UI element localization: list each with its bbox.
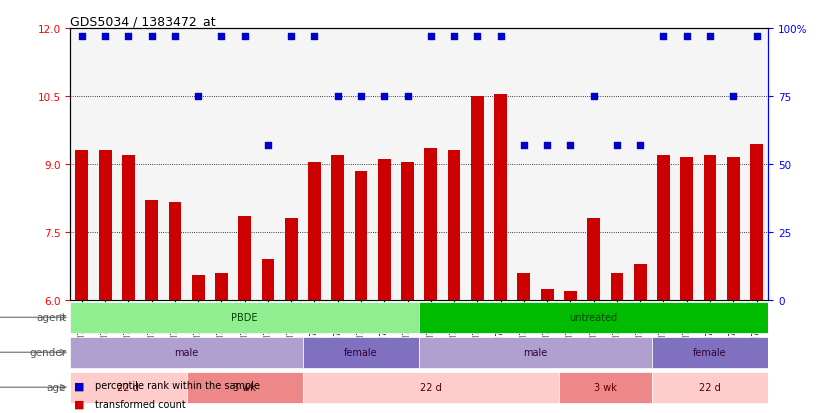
Bar xyxy=(564,291,577,300)
Bar xyxy=(308,162,320,300)
Point xyxy=(261,142,274,149)
Text: 3 wk: 3 wk xyxy=(233,382,256,392)
Point xyxy=(401,93,414,100)
Bar xyxy=(187,372,303,403)
Text: PBDE: PBDE xyxy=(231,313,258,323)
Bar xyxy=(303,337,420,368)
Text: transformed count: transformed count xyxy=(95,399,186,409)
Text: age: age xyxy=(47,382,66,392)
Bar xyxy=(70,337,303,368)
Bar xyxy=(657,155,670,300)
Point xyxy=(727,93,740,100)
Bar xyxy=(285,219,297,300)
Bar xyxy=(420,302,768,333)
Text: ■: ■ xyxy=(74,399,85,409)
Point xyxy=(98,34,112,40)
Bar xyxy=(239,216,251,300)
Bar xyxy=(471,97,484,300)
Bar xyxy=(425,149,437,300)
Bar xyxy=(420,337,652,368)
Bar xyxy=(750,144,763,300)
Bar xyxy=(518,273,530,300)
Bar xyxy=(215,273,228,300)
Point xyxy=(192,93,205,100)
Text: 3 wk: 3 wk xyxy=(594,382,617,392)
Point xyxy=(215,34,228,40)
Bar xyxy=(331,155,344,300)
Bar xyxy=(494,95,507,300)
Point xyxy=(494,34,507,40)
Point xyxy=(121,34,135,40)
Bar xyxy=(169,203,181,300)
Point xyxy=(564,142,577,149)
Bar xyxy=(727,158,739,300)
Text: ■: ■ xyxy=(74,380,85,390)
Bar xyxy=(704,155,716,300)
Text: female: female xyxy=(344,347,377,357)
Point xyxy=(308,34,321,40)
Point xyxy=(377,93,391,100)
Bar xyxy=(448,151,460,300)
Bar xyxy=(587,219,600,300)
Bar xyxy=(401,162,414,300)
Bar xyxy=(634,264,647,300)
Bar xyxy=(652,337,768,368)
Point xyxy=(354,93,368,100)
Bar xyxy=(558,372,652,403)
Point xyxy=(238,34,251,40)
Bar xyxy=(681,158,693,300)
Point xyxy=(750,34,763,40)
Point xyxy=(680,34,693,40)
Bar xyxy=(262,259,274,300)
Point xyxy=(517,142,530,149)
Text: 22 d: 22 d xyxy=(699,382,721,392)
Bar xyxy=(192,275,205,300)
Text: untreated: untreated xyxy=(570,313,618,323)
Text: male: male xyxy=(174,347,199,357)
Bar xyxy=(75,151,88,300)
Bar xyxy=(378,160,391,300)
Bar xyxy=(303,372,558,403)
Bar xyxy=(610,273,624,300)
Bar xyxy=(145,201,158,300)
Point xyxy=(610,142,624,149)
Point xyxy=(471,34,484,40)
Bar xyxy=(354,171,368,300)
Bar xyxy=(541,289,553,300)
Point xyxy=(657,34,670,40)
Text: female: female xyxy=(693,347,727,357)
Point xyxy=(425,34,438,40)
Bar xyxy=(99,151,112,300)
Text: agent: agent xyxy=(36,313,66,323)
Text: percentile rank within the sample: percentile rank within the sample xyxy=(95,380,260,390)
Point xyxy=(448,34,461,40)
Point xyxy=(587,93,601,100)
Bar xyxy=(652,372,768,403)
Text: male: male xyxy=(524,347,548,357)
Point xyxy=(704,34,717,40)
Point xyxy=(145,34,159,40)
Bar xyxy=(70,372,187,403)
Bar xyxy=(70,302,420,333)
Point xyxy=(75,34,88,40)
Point xyxy=(634,142,647,149)
Text: GDS5034 / 1383472_at: GDS5034 / 1383472_at xyxy=(70,15,216,28)
Bar xyxy=(122,155,135,300)
Point xyxy=(169,34,182,40)
Text: gender: gender xyxy=(29,347,66,357)
Point xyxy=(331,93,344,100)
Point xyxy=(285,34,298,40)
Text: 22 d: 22 d xyxy=(420,382,442,392)
Text: 22 d: 22 d xyxy=(117,382,140,392)
Point xyxy=(540,142,553,149)
